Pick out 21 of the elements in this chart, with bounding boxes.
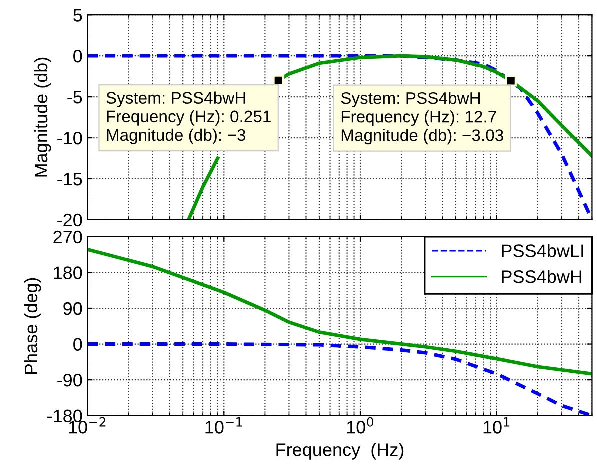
- y-tick-label: -20: [58, 214, 82, 227]
- y-tick-label: 180: [54, 266, 82, 280]
- y-tick-label: 270: [54, 230, 82, 244]
- y-tick-label: 0: [74, 50, 82, 63]
- annotation: System: PSS4bwH Frequency (Hz): 0.251 Magnitude (db): −3: [106, 92, 271, 144]
- x-axis-title: Frequency (Hz): [276, 443, 404, 460]
- x-tick-label: 10$^{1}$: [484, 418, 510, 434]
- y-tick-label: 5: [74, 9, 82, 22]
- annotation: System: PSS4bwH Frequency (Hz): 12.7 Magnitude (db): −3.03: [341, 92, 504, 145]
- y-tick-label: 90: [64, 302, 82, 316]
- x-tick-label: 10$^{0}$: [347, 417, 374, 434]
- legend-label: PSS4bwH: [502, 270, 582, 284]
- y-tick-label: 0: [74, 338, 82, 351]
- x-tick-label: 10$^{−1}$: [206, 418, 242, 434]
- y-tick-label: -5: [68, 91, 82, 104]
- y-tick-label: -90: [58, 374, 82, 387]
- y-axis-title: Phase (deg): [24, 278, 42, 374]
- y-tick-label: -15: [58, 173, 82, 186]
- legend-label: PSS4bwLI: [502, 244, 584, 258]
- y-tick-label: -10: [58, 132, 82, 145]
- y-axis-title: Magnitude (db): [34, 58, 52, 177]
